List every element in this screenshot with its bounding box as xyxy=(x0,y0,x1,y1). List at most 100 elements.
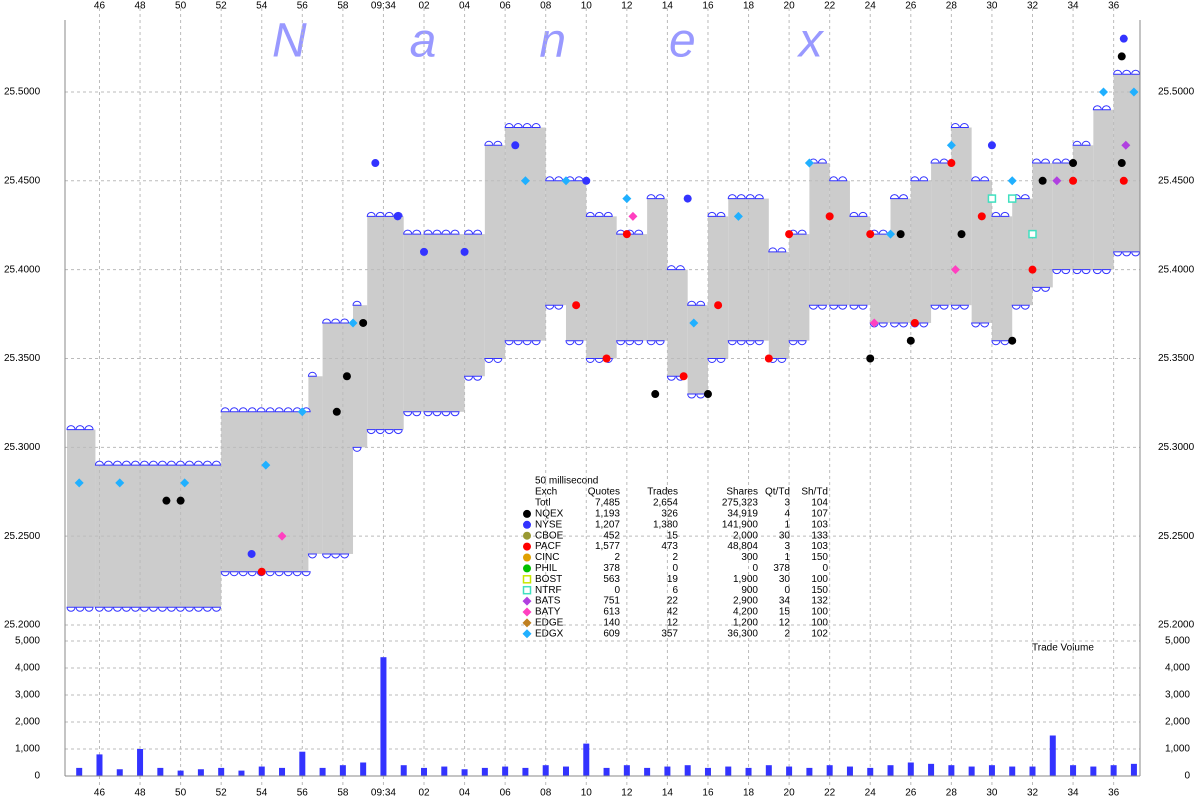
bid-quote xyxy=(84,606,94,612)
table-cell: 132 xyxy=(811,596,828,607)
ask-quote xyxy=(139,460,149,466)
trade-point xyxy=(683,194,692,203)
table-cell: 378 xyxy=(773,563,790,574)
bid-quote xyxy=(75,606,85,612)
x-tick-label: 02 xyxy=(418,788,430,799)
y-tick-label: 25.3500 xyxy=(4,353,41,364)
volume-bar xyxy=(907,762,914,776)
ask-quote xyxy=(229,407,239,413)
table-title: 50 millisecond xyxy=(535,476,598,487)
bid-quote xyxy=(157,606,167,612)
volume-bar xyxy=(137,749,144,776)
ask-quote xyxy=(1072,140,1082,146)
table-cell: 2 xyxy=(614,552,620,563)
ask-quote xyxy=(545,176,555,182)
trade-point xyxy=(582,176,591,185)
trade-point xyxy=(257,567,266,576)
trade-point xyxy=(987,194,997,203)
table-cell: 36,300 xyxy=(727,628,758,639)
spread-band xyxy=(505,127,546,341)
bid-quote xyxy=(441,411,451,417)
x-tick-label: 08 xyxy=(540,1,552,12)
trade-point xyxy=(651,390,660,399)
ask-quote xyxy=(1052,158,1062,164)
ask-quote xyxy=(148,460,158,466)
bid-quote xyxy=(1011,304,1021,310)
table-cell: 2,000 xyxy=(733,530,758,541)
ask-quote xyxy=(919,176,929,182)
x-tick-label: 30 xyxy=(986,788,998,799)
table-cell: 1 xyxy=(784,552,790,563)
ask-quote xyxy=(202,460,212,466)
x-tick-label: 09:34 xyxy=(371,788,396,799)
table-cell: 141,900 xyxy=(722,519,759,530)
ask-quote xyxy=(745,194,755,200)
bid-quote xyxy=(817,304,827,310)
bid-quote xyxy=(634,340,644,346)
bid-quote xyxy=(375,429,385,435)
volume-bar xyxy=(1110,765,1117,776)
bid-quote xyxy=(1101,269,1111,275)
ask-quote xyxy=(531,123,541,129)
ask-quote xyxy=(646,194,656,200)
bid-quote xyxy=(184,606,194,612)
volume-bar xyxy=(867,767,874,776)
table-cell: 0 xyxy=(822,563,828,574)
volume-bar xyxy=(421,767,428,776)
spread-band xyxy=(616,234,648,341)
x-tick-label: 34 xyxy=(1068,1,1080,12)
ask-quote xyxy=(1040,158,1051,164)
spread-band xyxy=(707,216,729,359)
ask-quote xyxy=(971,176,981,182)
bid-quote xyxy=(545,304,555,310)
ask-quote xyxy=(331,318,341,324)
spread-band xyxy=(308,376,323,554)
trade-point xyxy=(602,354,611,363)
ask-quote xyxy=(112,460,122,466)
ask-quote xyxy=(1031,158,1042,164)
volume-bar xyxy=(765,765,772,776)
trade-point xyxy=(1028,265,1037,274)
trade-point xyxy=(825,212,834,221)
volume-bar xyxy=(319,767,326,776)
trade-point xyxy=(1117,159,1126,168)
volume-title: Trade Volume xyxy=(1032,643,1094,654)
x-tick-label: 24 xyxy=(865,788,877,799)
ask-quote xyxy=(603,211,613,217)
volume-tick-label: 4,000 xyxy=(1165,663,1190,674)
trade-point xyxy=(247,549,256,558)
ask-quote xyxy=(950,123,960,129)
ask-quote xyxy=(274,407,284,413)
bid-quote xyxy=(696,393,706,399)
table-exchange: NQEX xyxy=(535,509,564,520)
volume-bar xyxy=(664,766,671,776)
ask-quote xyxy=(890,194,900,200)
x-tick-label: 50 xyxy=(175,1,187,12)
y-tick-label: 25.3500 xyxy=(1158,353,1195,364)
volume-tick-label: 2,000 xyxy=(1165,717,1190,728)
spread-band xyxy=(951,127,972,306)
spread-band xyxy=(322,322,354,554)
trade-point xyxy=(1008,336,1017,345)
spread-band xyxy=(829,180,850,306)
trade-point xyxy=(1119,34,1128,43)
x-tick-label: 08 xyxy=(540,788,552,799)
spread-band xyxy=(484,145,506,359)
ask-quote xyxy=(513,123,523,129)
trade-point xyxy=(950,265,960,275)
trade-point xyxy=(703,390,712,399)
legend-marker xyxy=(523,509,531,518)
ask-quote xyxy=(211,460,221,466)
x-tick-label: 10 xyxy=(581,1,593,12)
volume-bar xyxy=(745,767,752,776)
trade-point xyxy=(332,407,341,416)
volume-bar xyxy=(644,767,651,776)
trade-point xyxy=(342,372,351,381)
bid-quote xyxy=(175,606,185,612)
table-cell: 0 xyxy=(752,563,758,574)
x-tick-label: 26 xyxy=(905,788,917,799)
trade-point xyxy=(460,247,469,256)
trade-point xyxy=(74,478,84,488)
bid-quote xyxy=(393,429,403,435)
bid-quote xyxy=(829,304,839,310)
